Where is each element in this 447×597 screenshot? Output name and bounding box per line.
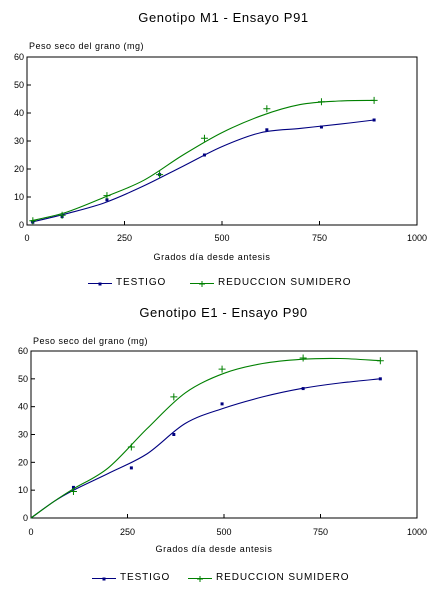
data-point [372,118,376,122]
chart-title: Genotipo E1 - Ensayo P90 [139,305,308,320]
y-axis-label: Peso seco del grano (mg) [33,336,148,346]
data-point [129,466,133,470]
x-tick-label: 250 [120,527,135,537]
x-tick-label: 0 [28,527,33,537]
data-point [301,387,305,391]
dot-marker-icon [101,574,107,581]
y-tick-label: 40 [18,402,28,412]
data-point [127,443,135,451]
data-point [263,105,271,113]
data-point [105,198,109,202]
legend-label: TESTIGO [120,572,171,583]
dot-marker-icon [97,279,103,286]
y-tick-label: 60 [14,52,24,62]
y-tick-label: 0 [23,513,28,523]
x-tick-label: 500 [216,527,231,537]
data-point [378,377,382,381]
series-line-2 [30,357,381,519]
y-tick-label: 30 [14,136,24,146]
data-point [319,125,323,129]
legend-label: REDUCCION SUMIDERO [218,277,352,288]
x-tick-label: 500 [214,233,229,243]
y-tick-label: 10 [14,192,24,202]
data-point [58,211,66,219]
series-line-1 [30,119,375,223]
y-tick-label: 50 [14,80,24,90]
series-line-1 [30,378,381,519]
data-point [376,357,384,365]
data-point [220,402,224,406]
chart-plot: Peso seco del grano (mg) Grados día desde… [14,41,427,262]
y-tick-label: 40 [14,108,24,118]
plot-frame [26,56,418,226]
chart-legend: TESTIGO REDUCCION SUMIDERO [0,276,447,292]
data-point [299,354,307,362]
data-point [71,485,75,489]
data-point [265,128,269,132]
data-point [172,433,176,436]
x-axis-label: Grados día desde antesis [154,252,271,262]
y-tick-label: 30 [18,430,28,440]
x-tick-label: 750 [313,527,328,537]
chart-legend: TESTIGO REDUCCION SUMIDERO [0,571,447,587]
y-tick-label: 50 [18,374,28,384]
chart-plot: Peso seco del grano (mg) Grados día desde… [18,336,427,554]
x-tick-label: 250 [117,233,132,243]
x-tick-label: 750 [312,233,327,243]
data-point [170,393,178,401]
chart-panel-2: Genotipo E1 - Ensayo P90 Peso seco del g… [0,300,447,597]
data-point [200,134,208,142]
y-tick-label: 20 [14,164,24,174]
chart-panel-1: Genotipo M1 - Ensayo P91 Peso seco del g… [0,10,447,292]
data-point [156,171,164,179]
y-tick-label: 0 [19,220,24,230]
data-point [202,153,206,157]
data-point [218,365,226,373]
x-tick-label: 1000 [407,527,427,537]
data-point [317,98,325,106]
plot-frame [30,350,418,519]
data-point [29,217,37,225]
y-axis-label: Peso seco del grano (mg) [29,41,144,51]
legend-label: REDUCCION SUMIDERO [216,572,350,583]
data-point [370,96,378,104]
chart-title: Genotipo M1 - Ensayo P91 [138,10,309,25]
data-point [69,488,77,496]
y-tick-label: 60 [18,346,28,356]
legend-label: TESTIGO [116,277,167,288]
plus-marker-icon [199,279,205,287]
x-axis-label: Grados día desde antesis [156,544,273,554]
y-tick-label: 20 [18,457,28,467]
data-point [103,192,111,200]
x-tick-label: 0 [24,233,29,243]
x-tick-label: 1000 [407,233,427,243]
plus-marker-icon [197,574,203,582]
series-line-2 [30,99,375,222]
y-tick-label: 10 [18,485,28,495]
